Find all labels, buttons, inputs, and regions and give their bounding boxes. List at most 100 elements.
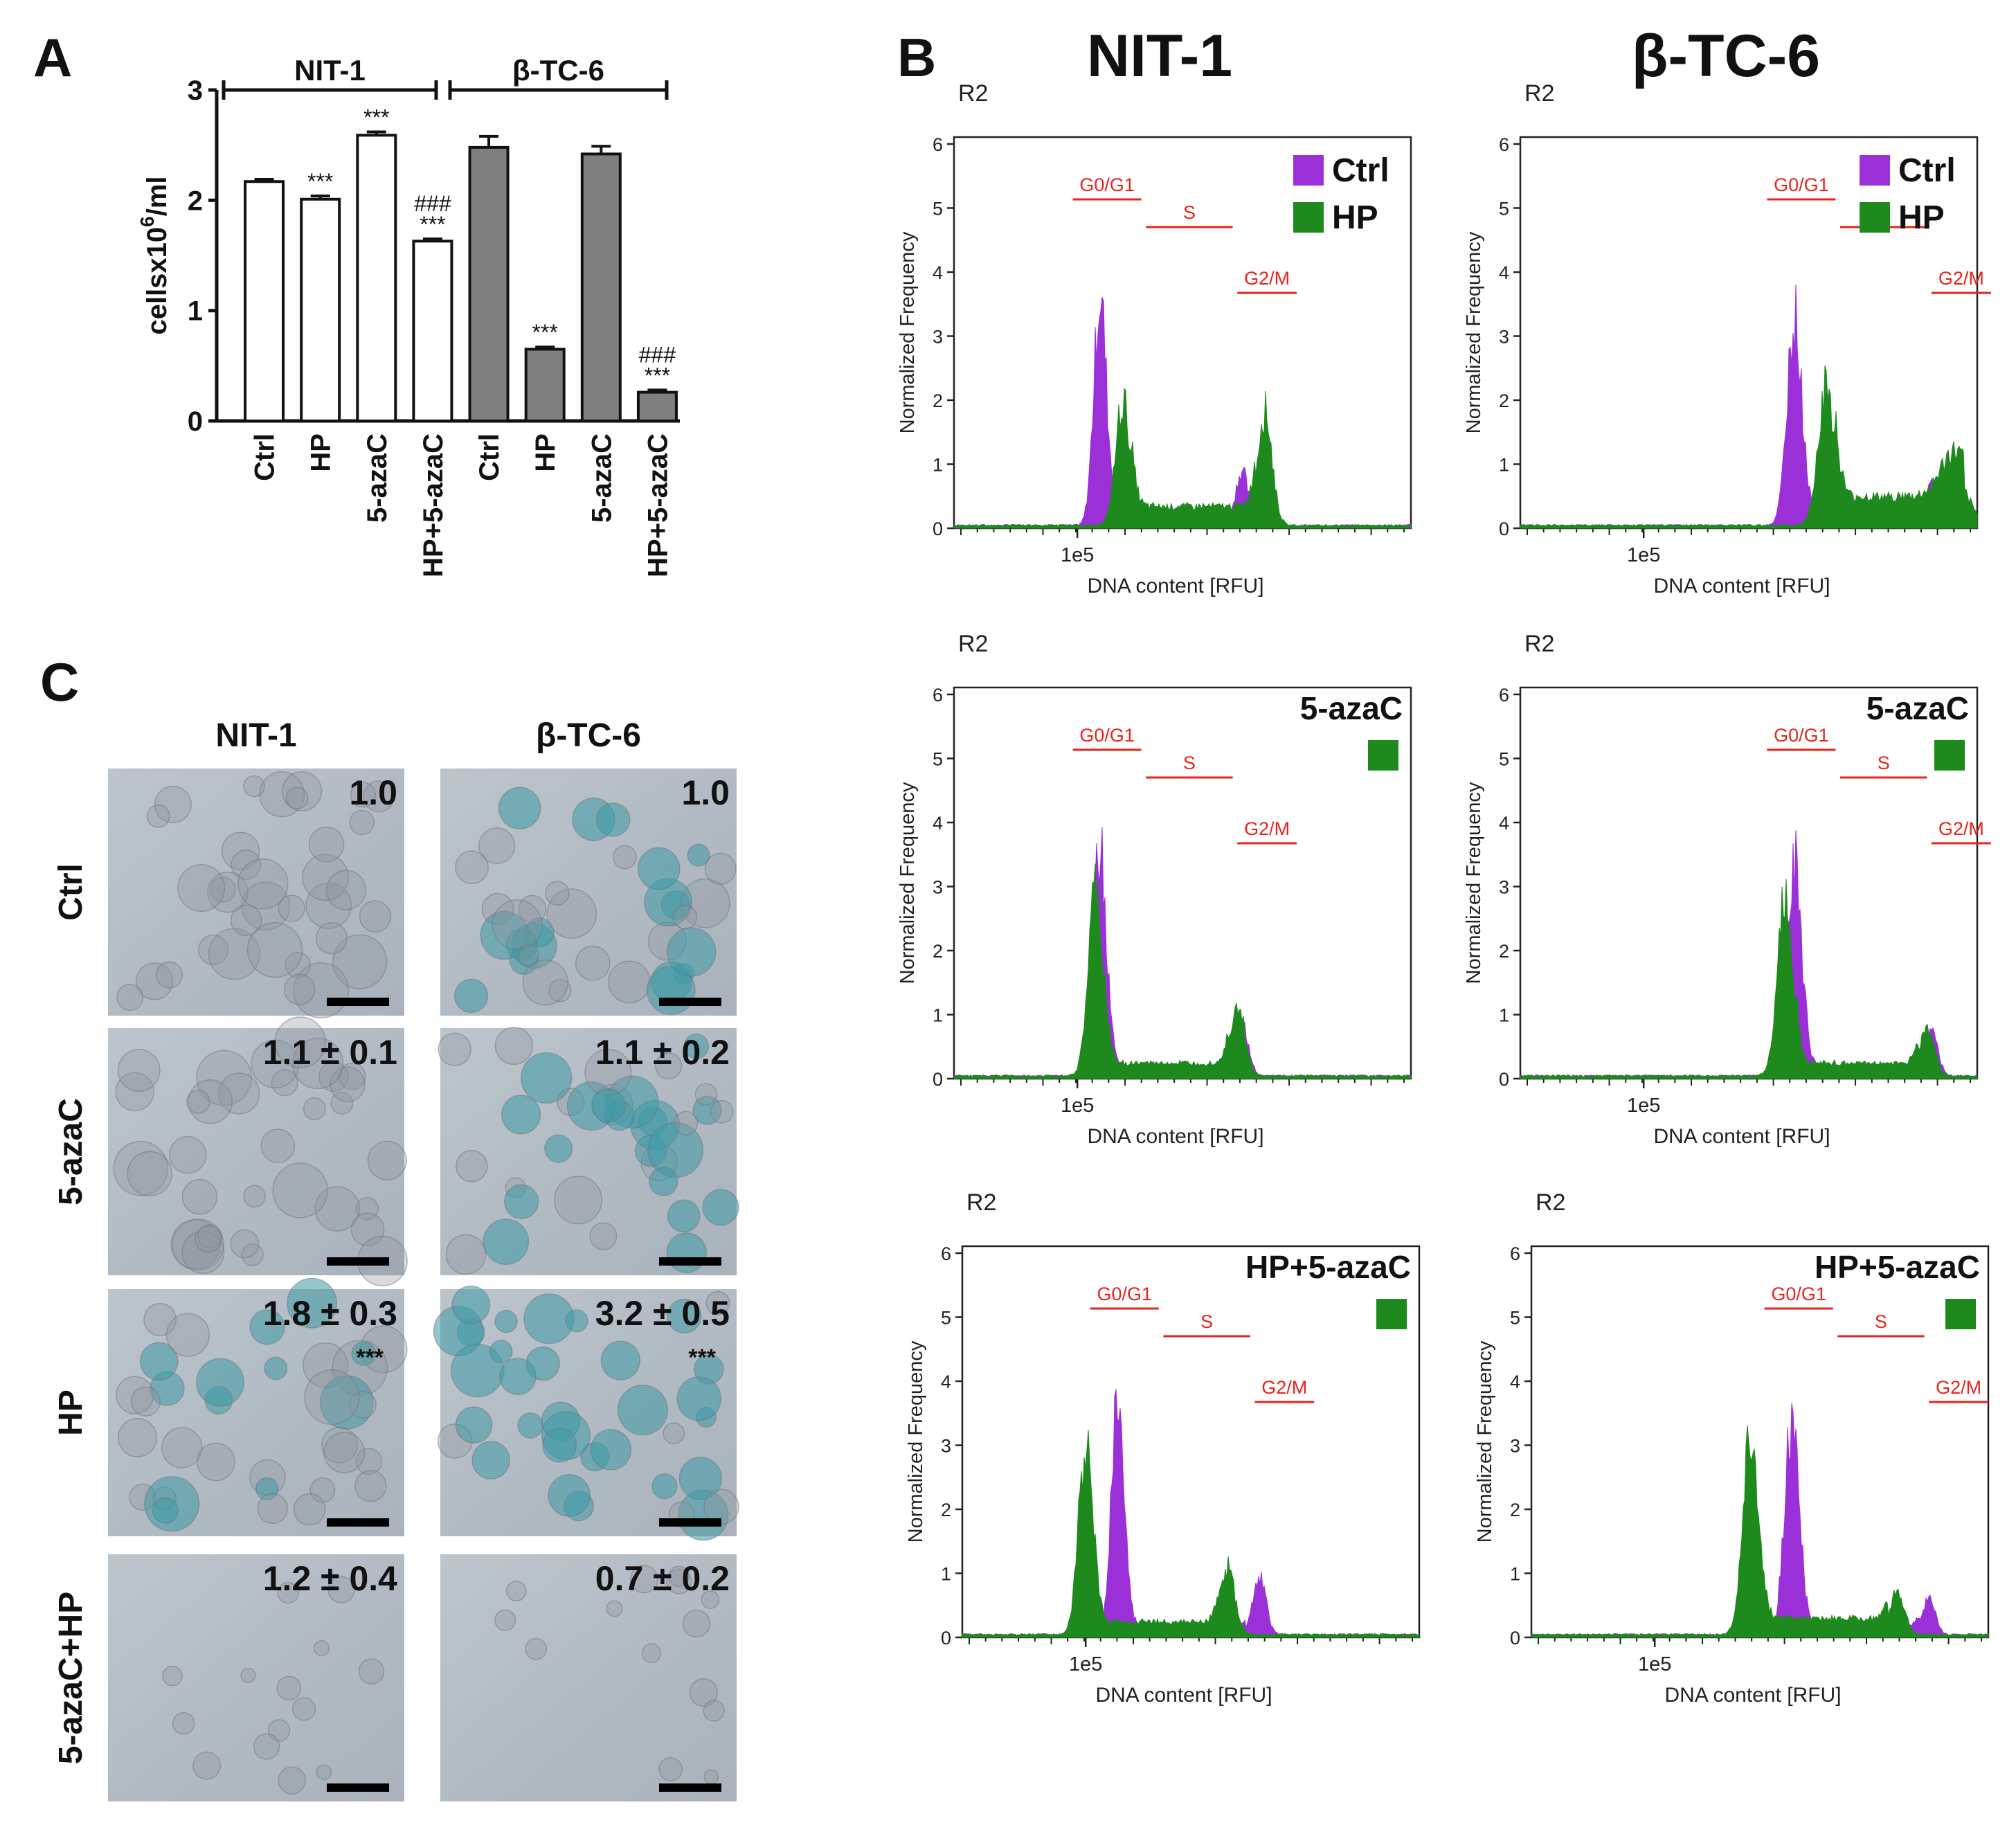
bar-7 <box>636 390 678 422</box>
cell-blob <box>210 876 236 903</box>
significance-line: *** <box>532 320 558 345</box>
cell-blob <box>590 1429 632 1471</box>
category-label: 5-azaC <box>362 433 393 523</box>
micrograph-cell: 1.0 <box>440 768 737 1016</box>
micrograph-cell: 1.0 <box>108 768 404 1018</box>
panel-label-a: A <box>33 27 72 88</box>
cell-blob <box>172 1711 195 1735</box>
y-tick-label: 2 <box>933 390 943 411</box>
gate-label: R2 <box>1524 631 1554 657</box>
cell-blob <box>313 1640 330 1657</box>
panel-label-c: C <box>40 651 79 712</box>
cell-blob <box>230 904 262 936</box>
significance-line: ### <box>639 342 676 367</box>
cell-blob <box>367 1140 407 1180</box>
phase-marker-label: G0/G1 <box>1774 725 1829 746</box>
cell-blob <box>710 1099 734 1124</box>
cell-blob <box>259 771 305 818</box>
y-tick-label: 1 <box>941 1564 951 1585</box>
gate-label: R2 <box>1536 1189 1565 1216</box>
phase-marker-label: G0/G1 <box>1771 1284 1826 1304</box>
cell-blob <box>278 1766 306 1795</box>
cell-blob <box>292 1697 316 1721</box>
cell-blob <box>316 1764 332 1781</box>
micrograph-image <box>108 768 404 1016</box>
cell-blob <box>287 1277 338 1329</box>
column-header: NIT-1 <box>215 717 296 754</box>
cell-blob <box>701 1590 720 1609</box>
significance-label: ### *** <box>414 191 451 237</box>
cell-blob <box>218 1072 260 1115</box>
cell-blob <box>196 1358 244 1407</box>
cell-blob <box>525 1638 548 1660</box>
plot-frame <box>953 136 1412 530</box>
y-tick-label: 6 <box>1510 1243 1520 1264</box>
y-tick-label: 3 <box>933 327 943 348</box>
panel-b-flow-histograms: 0 1 2 3 4 5 6 1e5 DNA content [RFU] Normalized Fr… <box>897 23 1991 1707</box>
cell-blob <box>694 1083 718 1106</box>
cell-blob <box>146 804 170 828</box>
y-axis-label: Normalized Frequency <box>1463 782 1485 984</box>
y-tick-label: 1 <box>1499 1005 1509 1026</box>
category-label: 5-azaC <box>586 433 617 523</box>
cell-blob <box>277 1581 299 1604</box>
micrograph-image <box>108 1554 404 1801</box>
y-tick-label: 2 <box>933 941 943 962</box>
cell-blob <box>546 888 597 939</box>
gate-label: R2 <box>1524 80 1554 107</box>
x-axis-label: DNA content [RFU] <box>1653 1125 1830 1148</box>
histogram-plot-4: 0 1 2 3 4 5 6 1e5 DNA content [RFU] Normalized Fr… <box>1463 631 1991 1148</box>
fold-change-value: 1.0 <box>681 773 730 812</box>
bar-5 <box>524 348 566 422</box>
y-tick-label: 4 <box>1499 262 1509 283</box>
legend-label: HP <box>1332 199 1378 236</box>
y-tick-label: 0 <box>1499 519 1509 539</box>
phase-marker-label: S <box>1200 1311 1213 1332</box>
cell-blob <box>181 1230 225 1274</box>
plot-frame <box>1519 136 1979 530</box>
category-label: HP <box>306 433 336 472</box>
cell-blob <box>544 1134 573 1163</box>
legend-swatch <box>1293 202 1324 233</box>
cell-blob <box>505 1581 527 1601</box>
cell-blob <box>308 826 345 863</box>
gate-label: R2 <box>958 80 988 107</box>
bar-2 <box>356 134 397 422</box>
y-tick-label: 6 <box>941 1243 951 1264</box>
y-tick-label: 5 <box>933 199 943 219</box>
cell-blob <box>600 1340 641 1381</box>
significance-line: ### <box>414 191 451 216</box>
plot-title: NIT-1 <box>1087 23 1232 89</box>
y-tick-label: 1 <box>933 1005 943 1026</box>
cell-blob <box>608 960 651 1004</box>
micrograph-cell: 1.2 ± 0.4 <box>108 1554 404 1801</box>
cell-blob <box>703 1769 719 1785</box>
cell-blob <box>483 1219 530 1265</box>
cell-blob <box>617 1384 669 1436</box>
cell-blob <box>208 928 260 980</box>
cell-blob <box>327 1576 355 1603</box>
bar-0 <box>244 180 285 422</box>
cell-blob <box>595 802 631 837</box>
phase-marker-label: S <box>1875 1311 1887 1332</box>
histogram-series-hp-5-azac <box>1531 1425 1989 1638</box>
fold-change-value: 0.7 ± 0.2 <box>595 1559 730 1598</box>
cell-blob <box>115 1072 155 1112</box>
fold-change-value: 3.2 ± 0.5 <box>595 1294 730 1333</box>
cell-blob <box>278 894 305 922</box>
cell-blob <box>292 1037 344 1090</box>
cell-blob <box>501 1095 541 1135</box>
y-axis-label: Normalized Frequency <box>905 1340 927 1543</box>
cell-blob <box>118 1418 158 1457</box>
cell-blob <box>518 894 547 924</box>
cell-blob <box>117 1049 161 1092</box>
y-tick-label: 2 <box>941 1500 951 1520</box>
y-tick-label: 3 <box>1499 877 1509 898</box>
cell-blob <box>116 984 144 1012</box>
y-tick-label: 1 <box>933 455 943 476</box>
cell-blob <box>195 1225 222 1253</box>
cell-blob <box>196 1442 235 1482</box>
cell-blob <box>348 1390 377 1419</box>
plot-title: β-TC-6 <box>1632 23 1820 89</box>
cell-blob <box>575 945 611 981</box>
